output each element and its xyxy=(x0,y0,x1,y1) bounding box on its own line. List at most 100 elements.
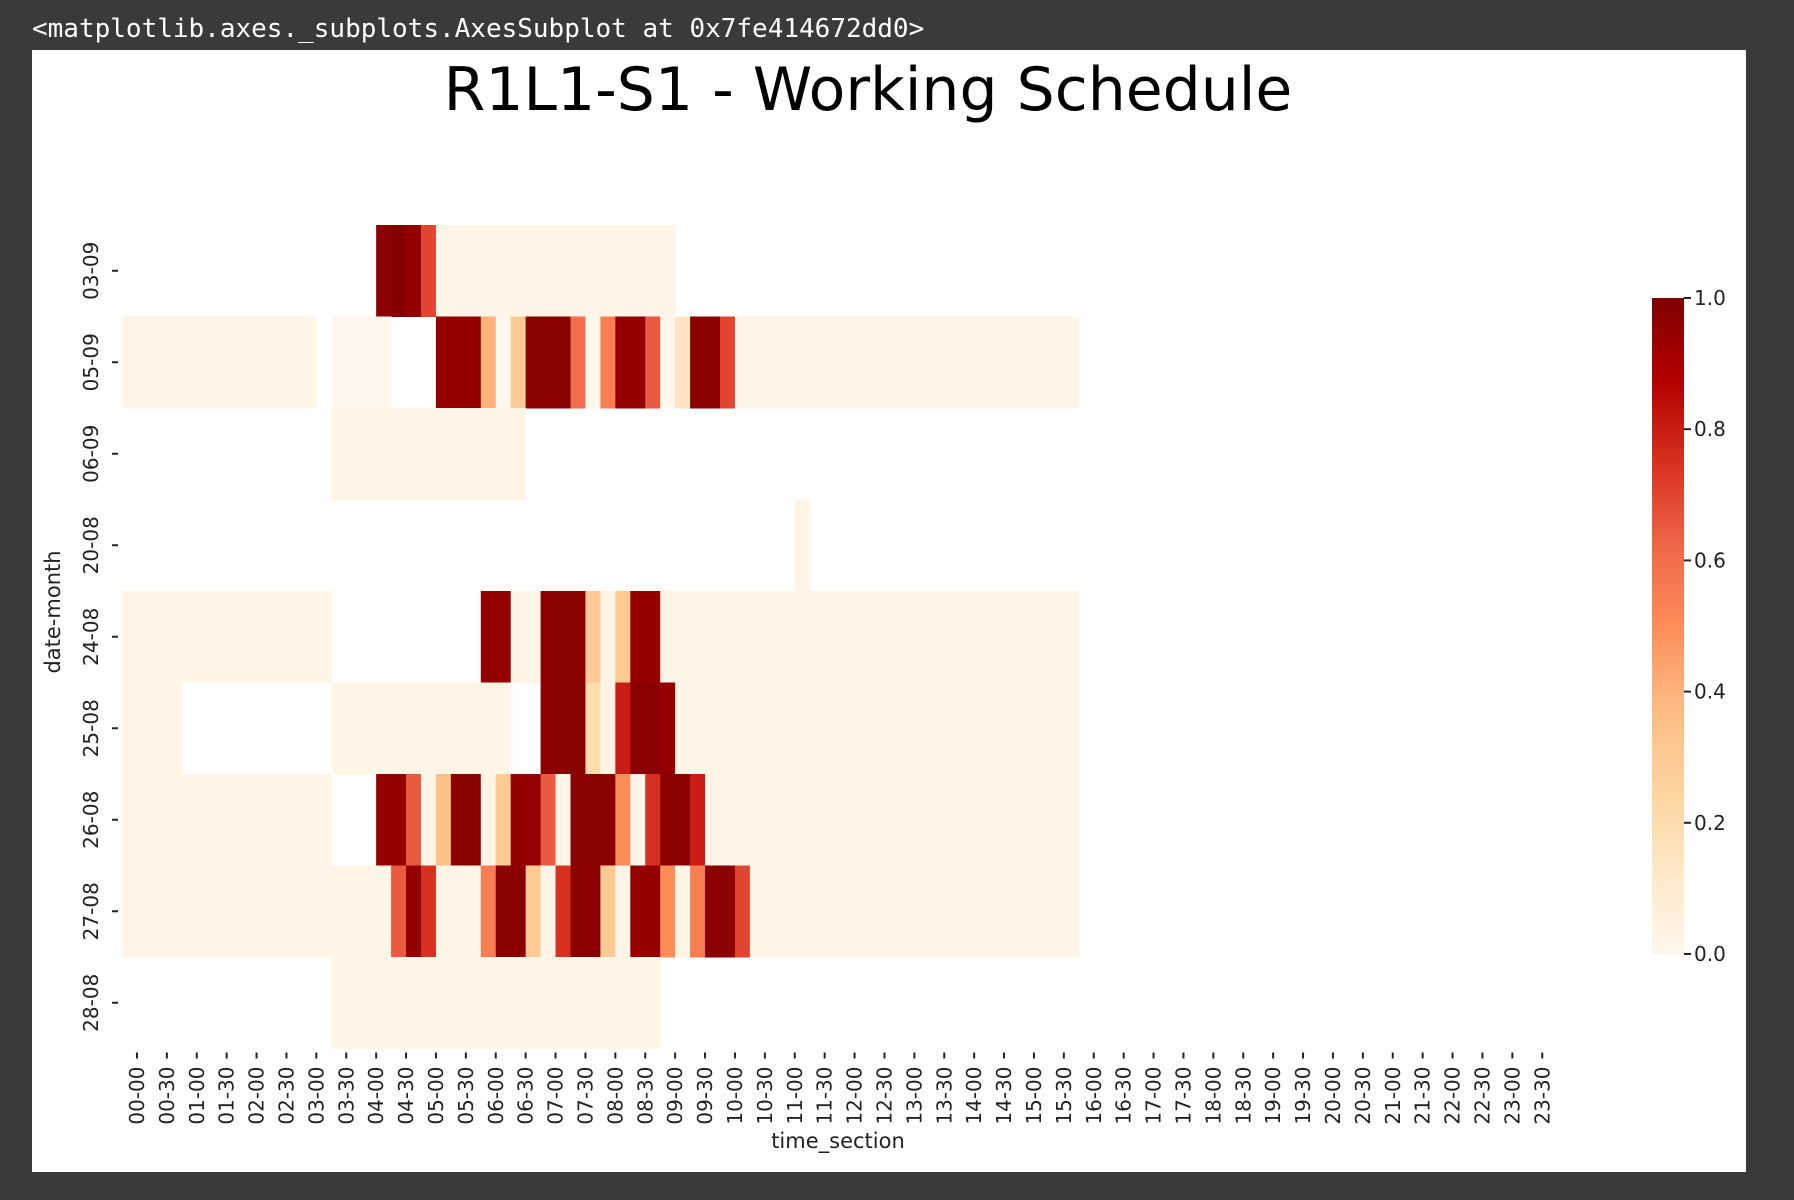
x-tick-label: 15-00 xyxy=(1022,1067,1046,1125)
y-tick-label: 20-08 xyxy=(79,516,103,574)
heatmap-cell xyxy=(690,774,706,866)
heatmap-cell xyxy=(510,774,542,866)
x-tick-label: 17-00 xyxy=(1142,1067,1166,1125)
heatmap-cell xyxy=(376,774,407,866)
heatmap-cell xyxy=(630,591,661,683)
heatmap-cell xyxy=(705,865,736,958)
x-tick-label: 02-30 xyxy=(274,1067,298,1125)
heatmap-cell xyxy=(122,865,392,958)
heatmap-cell xyxy=(421,225,437,317)
heatmap-cell xyxy=(615,591,631,683)
x-tick-label: 02-00 xyxy=(245,1067,269,1125)
heatmap-cell xyxy=(690,316,721,409)
heatmap-cell xyxy=(391,225,407,317)
x-tick-label: 01-00 xyxy=(185,1067,209,1125)
heatmap-cell xyxy=(600,591,616,683)
heatmap-cell xyxy=(720,316,736,409)
x-tick-label: 00-30 xyxy=(155,1067,179,1125)
heatmap-cell xyxy=(421,774,437,866)
heatmap-cell xyxy=(675,316,691,409)
heatmap-cell xyxy=(540,865,557,958)
heatmap-cell xyxy=(331,682,512,775)
heatmap-cell xyxy=(794,499,811,592)
heatmap-cell xyxy=(331,408,527,500)
x-tick-label: 04-30 xyxy=(394,1067,418,1125)
figure-canvas: R1L1-S1 - Working Schedule 03-09 05-09 06-… xyxy=(32,50,1746,1172)
heatmap-cell xyxy=(660,316,676,409)
heatmap-cell xyxy=(480,774,497,866)
x-tick-label: 14-00 xyxy=(962,1067,986,1125)
colorbar-tick-label: 0.6 xyxy=(1694,548,1726,572)
x-tick-label: 08-00 xyxy=(603,1067,627,1125)
x-tick-label: 19-00 xyxy=(1261,1067,1285,1125)
heatmap-cell xyxy=(346,316,392,409)
heatmap-cell xyxy=(615,865,631,958)
x-tick-label: 05-30 xyxy=(454,1067,478,1125)
x-tick-label: 15-30 xyxy=(1052,1067,1076,1125)
x-tick-label: 07-30 xyxy=(573,1067,597,1125)
heatmap-cell xyxy=(435,774,452,866)
x-tick-label: 13-00 xyxy=(902,1067,926,1125)
x-tick-label: 01-30 xyxy=(215,1067,239,1125)
heatmap-cell xyxy=(495,865,527,958)
heatmap-cell xyxy=(495,316,512,409)
x-tick-label: 11-00 xyxy=(783,1067,807,1125)
heatmap-cell xyxy=(406,865,422,958)
heatmap-cell xyxy=(525,316,571,409)
heatmap-cell xyxy=(391,865,407,958)
heatmap-cell xyxy=(600,865,616,958)
x-tick-label: 12-30 xyxy=(872,1067,896,1125)
heatmap-cell xyxy=(495,774,512,866)
heatmap-cell xyxy=(630,865,661,958)
heatmap-cell xyxy=(585,316,601,409)
heatmap-cell xyxy=(122,682,183,775)
y-tick-label: 05-09 xyxy=(79,333,103,391)
heatmap-cell xyxy=(690,865,706,958)
x-tick-label: 20-00 xyxy=(1321,1067,1345,1125)
chart-title: R1L1-S1 - Working Schedule xyxy=(444,55,1293,125)
heatmap-cell xyxy=(525,865,542,958)
heatmap-cell xyxy=(734,316,1080,409)
x-tick-label: 20-30 xyxy=(1351,1067,1375,1125)
heatmap-cell xyxy=(480,865,497,958)
heatmap-cell xyxy=(615,682,631,775)
heatmap-cell xyxy=(510,316,527,409)
heatmap-cell xyxy=(555,774,571,866)
x-tick-label: 06-00 xyxy=(484,1067,508,1125)
colorbar xyxy=(1652,298,1684,954)
heatmap-cell xyxy=(122,774,332,866)
x-tick-label: 13-30 xyxy=(932,1067,956,1125)
x-tick-label: 09-30 xyxy=(693,1067,717,1125)
x-tick-label: 21-00 xyxy=(1381,1067,1405,1125)
x-tick-label: 06-30 xyxy=(514,1067,538,1125)
heatmap-cell xyxy=(435,225,676,317)
heatmap-cell xyxy=(645,774,661,866)
heatmap-cell xyxy=(122,591,332,683)
heatmap-cell xyxy=(705,774,1080,866)
heatmap-cell xyxy=(660,774,691,866)
x-tick-label: 00-00 xyxy=(125,1067,149,1125)
heatmap-cell xyxy=(660,865,676,958)
x-tick-label: 17-30 xyxy=(1171,1067,1195,1125)
heatmap-cell xyxy=(660,682,676,775)
y-tick-label: 24-08 xyxy=(79,608,103,666)
x-tick-label: 18-30 xyxy=(1231,1067,1255,1125)
x-tick-label: 16-30 xyxy=(1112,1067,1136,1125)
heatmap-cell xyxy=(600,682,616,775)
heatmap-cell xyxy=(376,225,392,317)
heatmap-cell xyxy=(122,316,317,409)
heatmap-cell xyxy=(675,865,691,958)
y-tick-label: 25-08 xyxy=(79,699,103,757)
heatmap-cell xyxy=(510,591,542,683)
x-tick-label: 16-00 xyxy=(1082,1067,1106,1125)
heatmap-cell xyxy=(540,682,586,775)
colorbar-tick-label: 0.0 xyxy=(1694,942,1726,966)
heatmap-cell xyxy=(734,865,751,958)
heatmap-cell xyxy=(435,316,482,409)
x-axis-label: time_section xyxy=(771,1129,905,1154)
heatmap-cell xyxy=(600,316,616,409)
heatmap-cell xyxy=(480,591,512,683)
heatmap-cell xyxy=(615,316,646,409)
heatmap-cell xyxy=(421,865,437,958)
colorbar-tick-label: 0.8 xyxy=(1694,417,1726,441)
